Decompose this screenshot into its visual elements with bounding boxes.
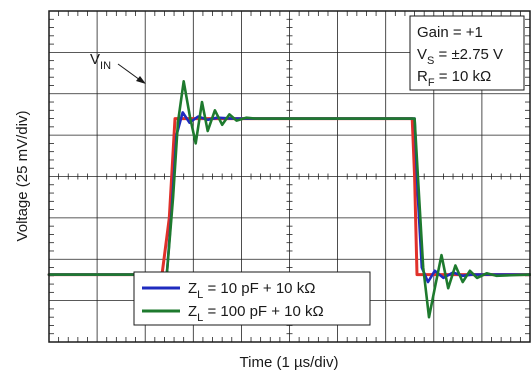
vin-subscript: IN [100, 60, 111, 72]
vin-label: V [90, 51, 100, 68]
series-line-2 [47, 80, 531, 319]
series-layer [47, 80, 531, 319]
info-gain: Gain = +1 [417, 24, 483, 41]
y-axis-title: Voltage (25 mV/div) [14, 111, 31, 242]
legend-label-100pf: ZL = 100 pF + 10 kΩ [188, 303, 324, 324]
legend: ZL = 10 pF + 10 kΩ ZL = 100 pF + 10 kΩ [133, 271, 371, 326]
info-box: Gain = +1 VS = ±2.75 V RF = 10 kΩ [409, 15, 525, 91]
legend-frame [133, 271, 371, 326]
info-box-frame [409, 15, 525, 91]
svg-text:VIN: VIN [90, 51, 111, 72]
x-axis-title: Time (1 µs/div) [240, 354, 339, 371]
vin-annotation: VIN [90, 51, 146, 84]
info-rf: RF = 10 kΩ [417, 68, 491, 89]
vin-arrow-head [136, 76, 146, 84]
plot-frame [48, 10, 531, 343]
info-vs: VS = ±2.75 V [417, 46, 503, 67]
vin-arrow-line [117, 63, 141, 81]
legend-label-10pf: ZL = 10 pF + 10 kΩ [188, 280, 315, 301]
grid [49, 11, 530, 342]
